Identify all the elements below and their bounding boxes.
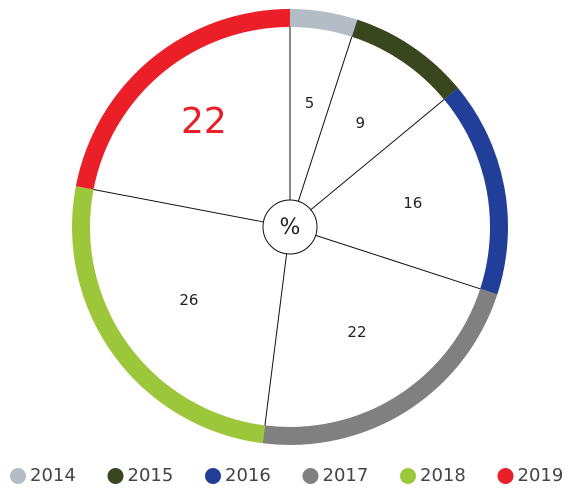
divider [310,99,445,211]
center-circle [262,199,318,255]
legend-swatch [10,468,26,484]
ring-segment [262,288,498,445]
legend-label: 2017 [323,465,369,486]
divider [297,36,353,202]
value-label: 9 [355,114,365,132]
legend-label: 2018 [420,465,466,486]
divider [315,234,481,290]
center-label: % [280,215,301,240]
divider [264,253,288,426]
legend-swatch [400,468,416,484]
ring-segment [72,186,265,444]
value-label: 22 [347,323,366,341]
ring-segment [444,88,508,295]
legend-swatch [302,468,319,484]
divider [93,189,264,223]
legend-label: 2015 [128,465,174,486]
legend-swatch [497,468,514,484]
ring-segment [290,9,358,37]
legend-swatch [107,468,124,484]
legend-label: 2019 [518,465,564,486]
legend-swatch [205,468,221,484]
value-label: 26 [179,291,198,309]
ring-segment [75,8,290,190]
value-label: 5 [305,94,315,112]
value-label: 22 [181,101,227,142]
value-label: 16 [403,194,422,212]
legend-label: 2014 [30,465,76,486]
legend-label: 2016 [225,465,271,486]
ring-segment [351,19,458,100]
